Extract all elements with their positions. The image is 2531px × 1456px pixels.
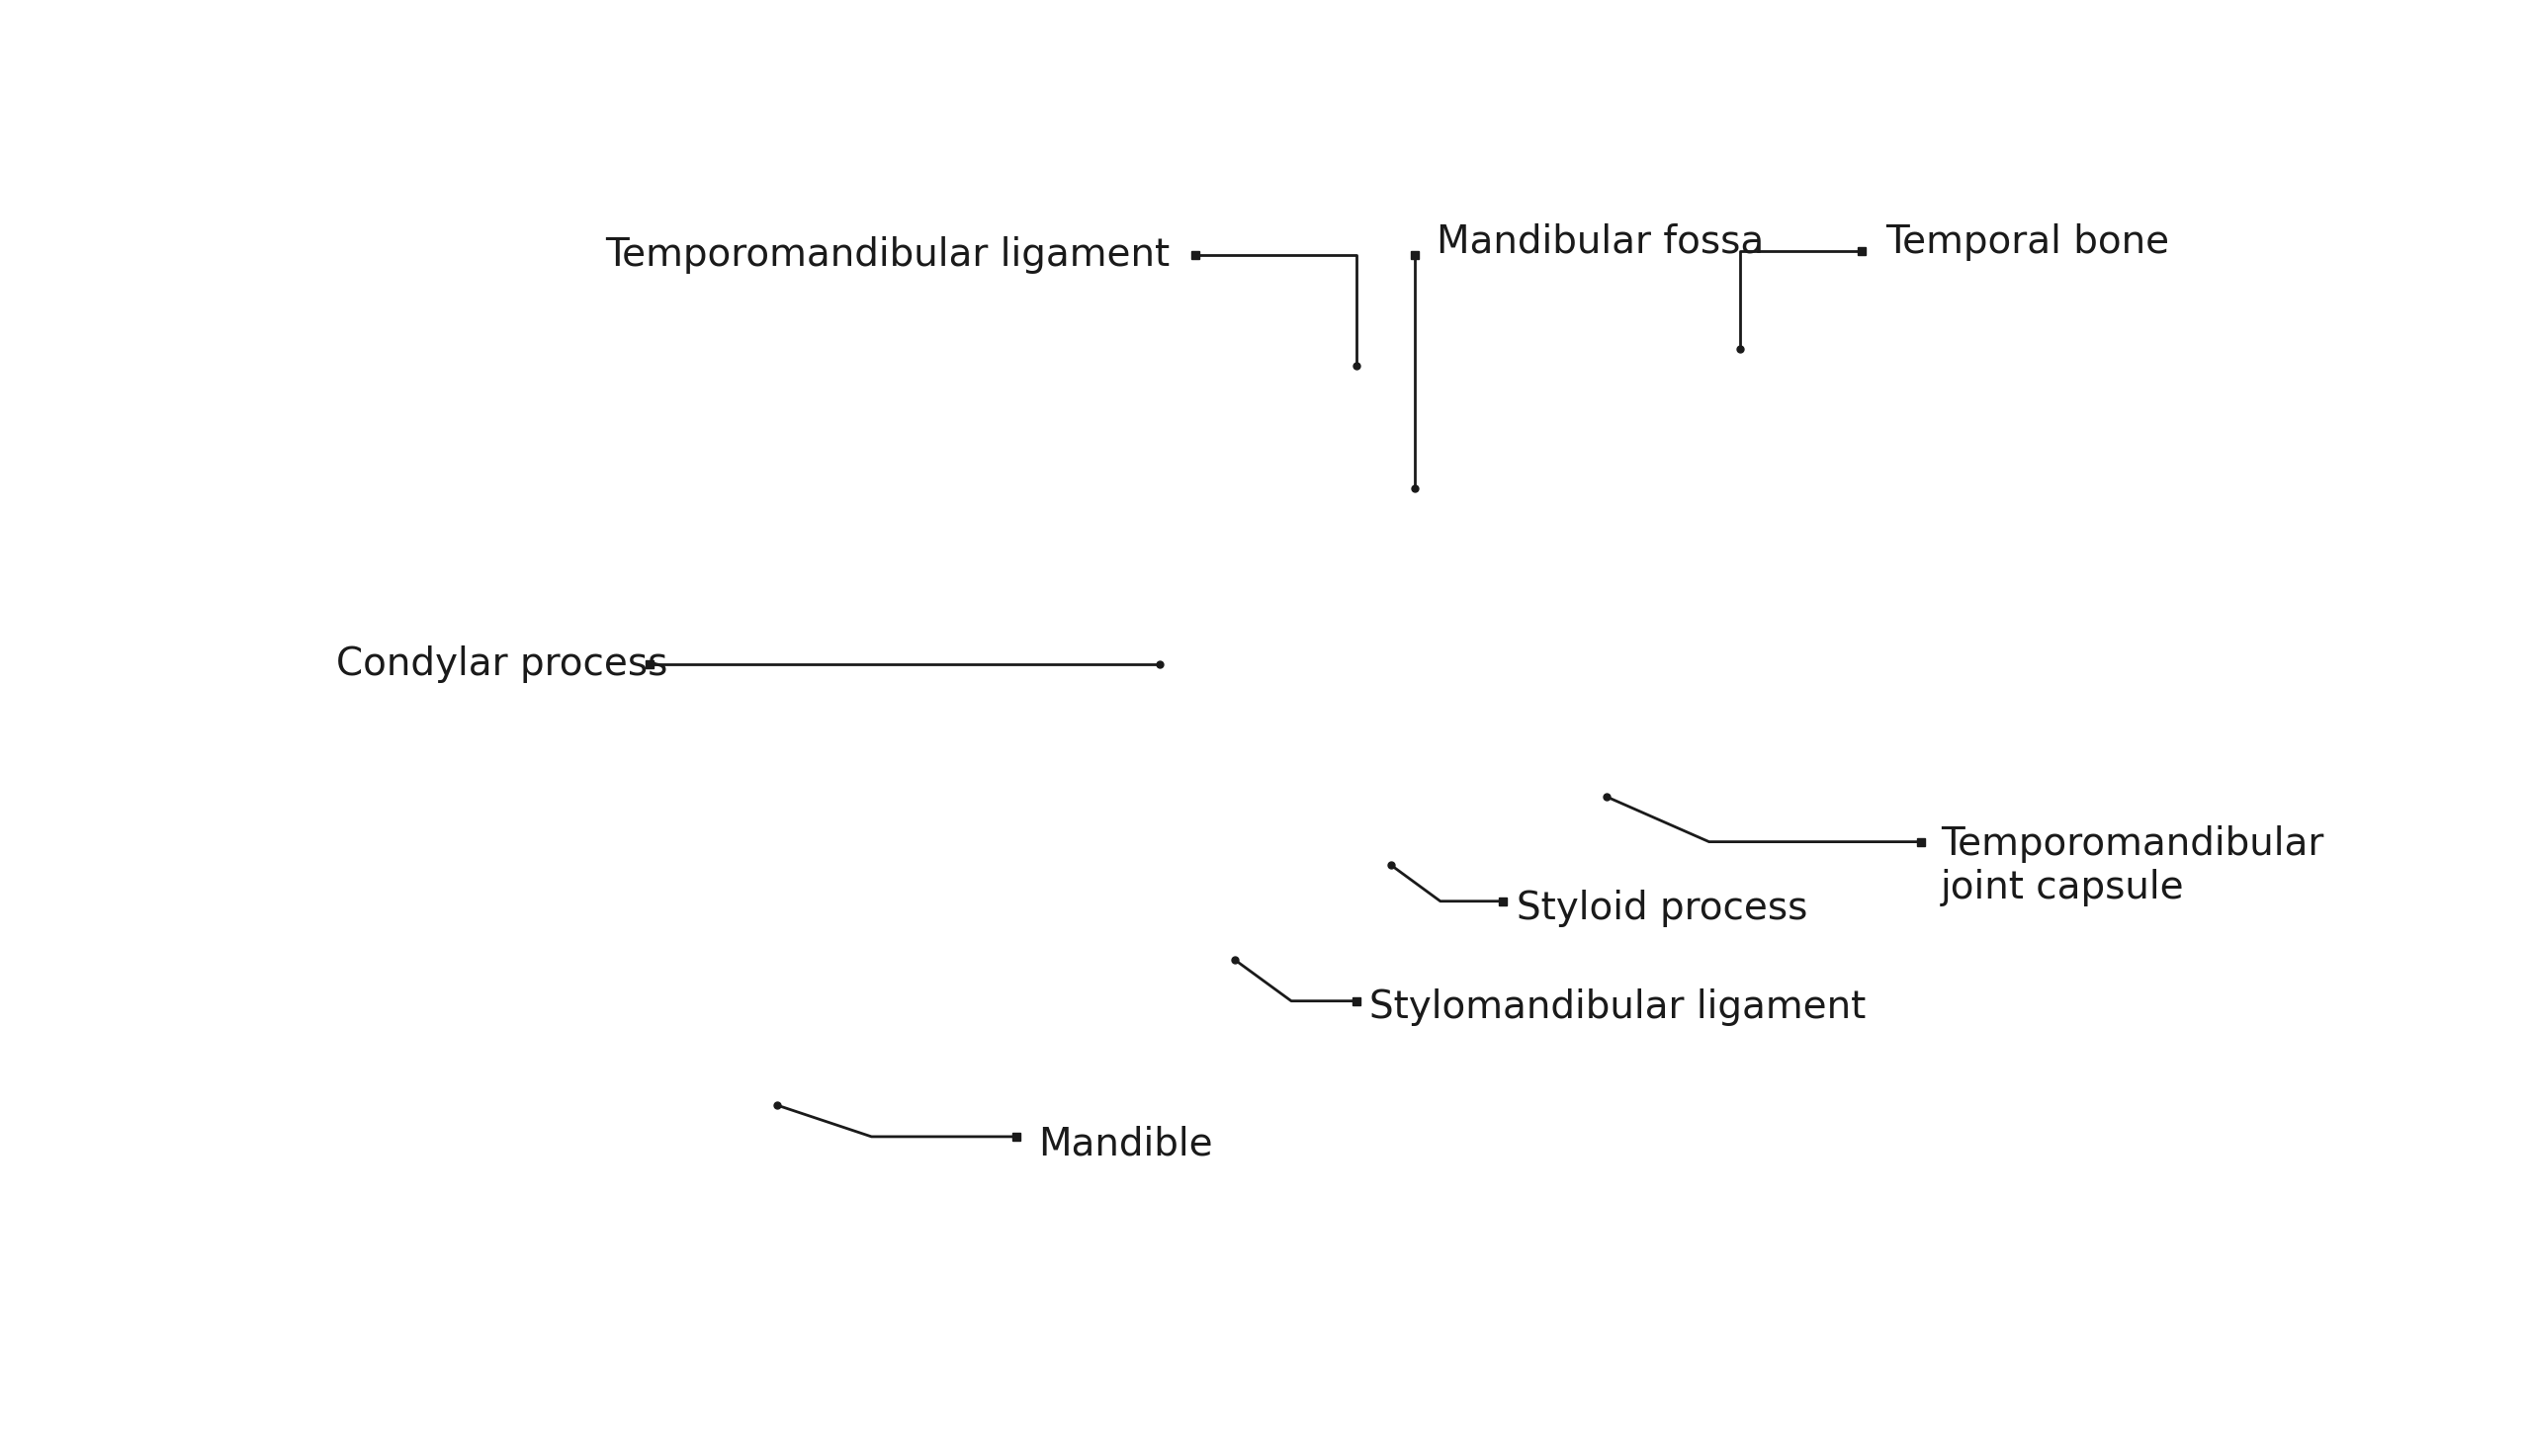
Text: Condylar process: Condylar process [337, 646, 668, 683]
Text: Stylomandibular ligament: Stylomandibular ligament [1369, 989, 1865, 1026]
Text: Temporomandibular ligament: Temporomandibular ligament [605, 237, 1169, 274]
Text: Temporal bone: Temporal bone [1886, 223, 2169, 261]
Text: Mandible: Mandible [1038, 1125, 1212, 1163]
Text: Temporomandibular
joint capsule: Temporomandibular joint capsule [1941, 826, 2323, 906]
Text: Styloid process: Styloid process [1516, 890, 1807, 927]
Text: Mandibular fossa: Mandibular fossa [1438, 223, 1764, 261]
